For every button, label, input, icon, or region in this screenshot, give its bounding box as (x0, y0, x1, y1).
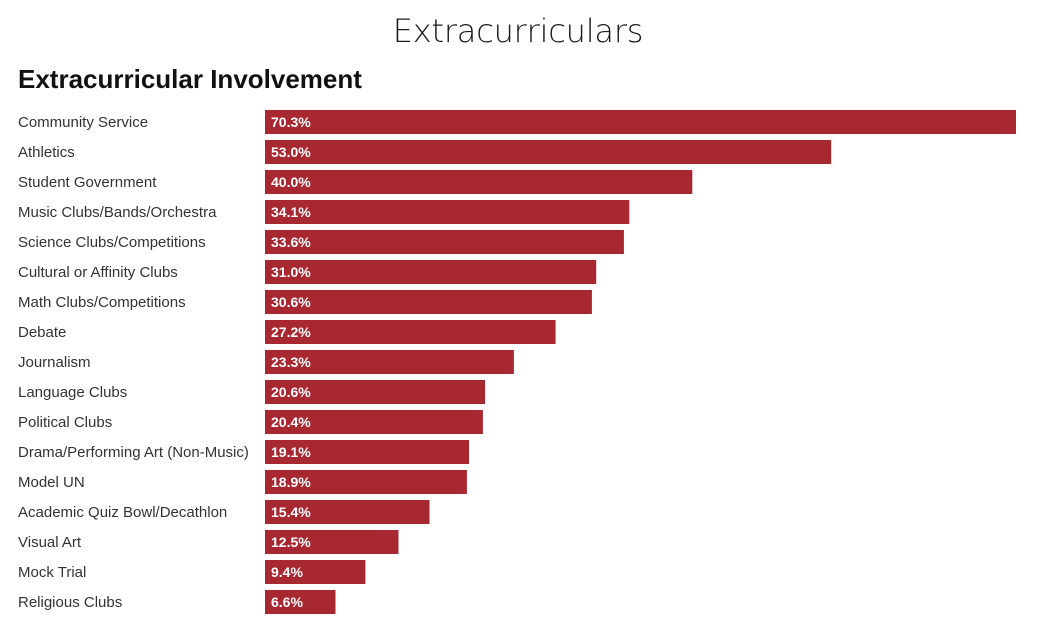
bar (265, 170, 693, 194)
value-label: 18.9% (271, 474, 311, 490)
bar (265, 290, 592, 314)
category-label: Model UN (18, 474, 85, 491)
category-label: Academic Quiz Bowl/Decathlon (18, 504, 227, 521)
category-label: Student Government (18, 174, 157, 191)
value-label: 30.6% (271, 294, 311, 310)
category-label: Community Service (18, 114, 148, 131)
value-label: 20.4% (271, 414, 311, 430)
value-label: 34.1% (271, 204, 311, 220)
bar (265, 350, 514, 374)
bar (265, 590, 336, 614)
value-label: 12.5% (271, 534, 311, 550)
value-label: 33.6% (271, 234, 311, 250)
value-label: 15.4% (271, 504, 311, 520)
value-label: 9.4% (271, 564, 303, 580)
value-label: 6.6% (271, 594, 303, 610)
value-label: 19.1% (271, 444, 311, 460)
bar (265, 410, 483, 434)
category-label: Mock Trial (18, 564, 86, 581)
category-label: Religious Clubs (18, 594, 122, 611)
bar (265, 230, 624, 254)
chart-title: Extracurricular Involvement (18, 64, 362, 94)
bar (265, 260, 597, 284)
bar (265, 500, 430, 524)
category-label: Science Clubs/Competitions (18, 234, 206, 251)
value-label: 70.3% (271, 114, 311, 130)
bar (265, 560, 366, 584)
value-label: 40.0% (271, 174, 311, 190)
bar (265, 380, 486, 404)
category-label: Debate (18, 324, 66, 341)
bar (265, 440, 469, 464)
category-label: Athletics (18, 144, 75, 161)
category-label: Math Clubs/Competitions (18, 294, 186, 311)
category-label: Music Clubs/Bands/Orchestra (18, 204, 217, 221)
value-label: 31.0% (271, 264, 311, 280)
bar (265, 320, 556, 344)
value-label: 20.6% (271, 384, 311, 400)
bar (265, 470, 467, 494)
bar (265, 200, 630, 224)
value-label: 53.0% (271, 144, 311, 160)
bar (265, 140, 832, 164)
category-label: Language Clubs (18, 384, 127, 401)
category-label: Visual Art (18, 534, 82, 551)
page-heading: Extracurriculars (392, 12, 644, 50)
bar (265, 530, 399, 554)
value-label: 27.2% (271, 324, 311, 340)
category-label: Journalism (18, 354, 91, 371)
category-label: Cultural or Affinity Clubs (18, 264, 178, 281)
category-label: Drama/Performing Art (Non-Music) (18, 444, 249, 461)
category-label: Political Clubs (18, 414, 112, 431)
bar (265, 110, 1016, 134)
value-label: 23.3% (271, 354, 311, 370)
